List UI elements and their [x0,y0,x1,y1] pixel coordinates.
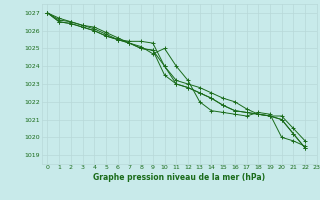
X-axis label: Graphe pression niveau de la mer (hPa): Graphe pression niveau de la mer (hPa) [93,173,265,182]
